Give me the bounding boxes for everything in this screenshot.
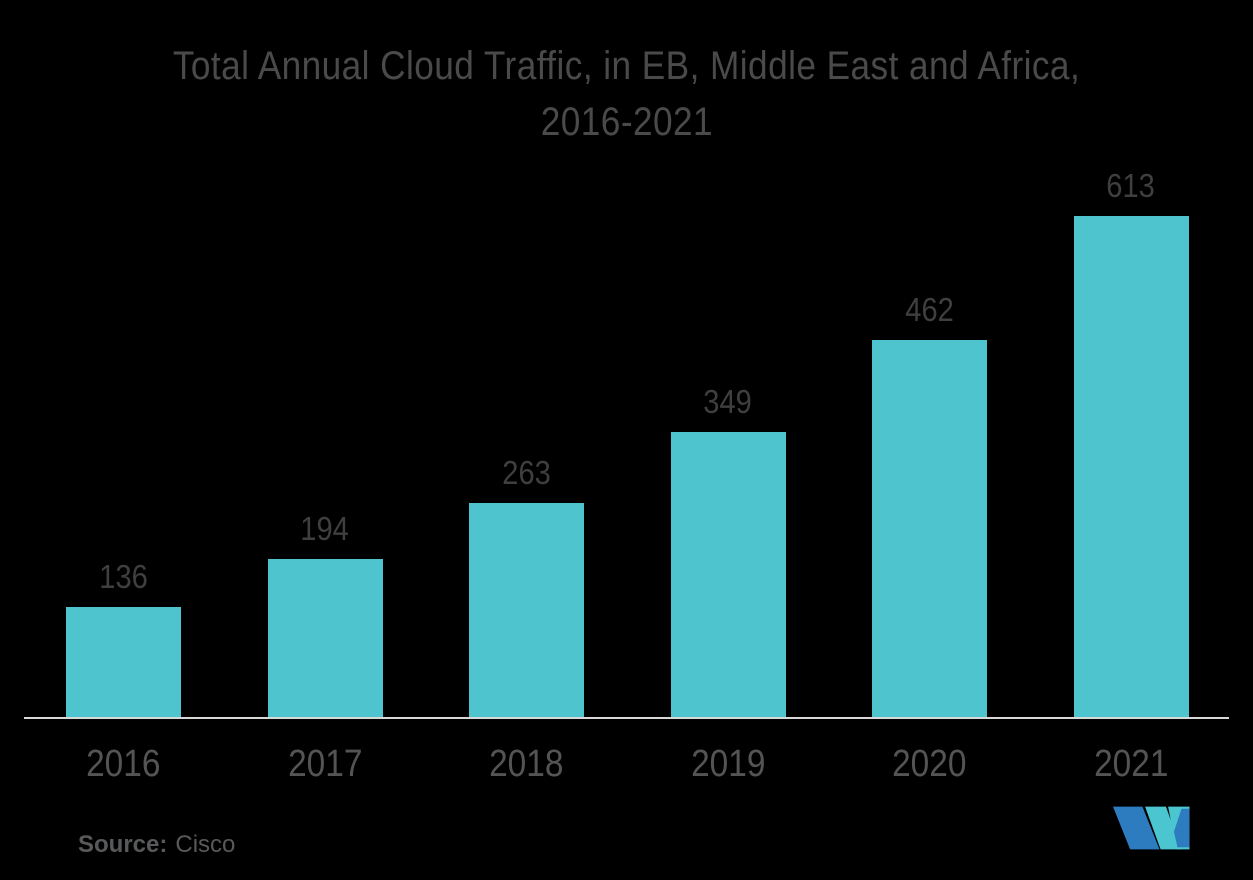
- bar-value-label-2017: 194: [300, 510, 350, 547]
- logo-m-middle-stroke: [1145, 806, 1182, 850]
- logo-m-left-stroke: [1113, 806, 1160, 850]
- x-axis-label-2018: 2018: [489, 743, 564, 785]
- logo-i-blue-face: [1173, 808, 1190, 848]
- chart-title-line-2: 2016-2021: [540, 100, 713, 144]
- bar-column-2021: 613: [1073, 167, 1189, 718]
- bar-column-2019: 349: [670, 383, 786, 718]
- chart-title: Total Annual Cloud Traffic, in EB, Middl…: [0, 38, 1253, 150]
- bar-2019: [670, 432, 786, 718]
- x-axis-label-2021: 2021: [1093, 743, 1169, 785]
- bar-value-label-2021: 613: [1106, 167, 1156, 204]
- bar-value-label-2018: 263: [502, 454, 551, 491]
- source-label: Source:: [78, 831, 168, 858]
- mordor-intelligence-logo: [1113, 806, 1190, 850]
- bar-2016: [66, 607, 181, 718]
- x-axis-line: [24, 717, 1229, 719]
- bar-value-label-2016: 136: [99, 558, 148, 595]
- x-axis-label-2019: 2019: [690, 743, 766, 785]
- bar-column-2016: 136: [66, 559, 181, 718]
- x-axis-label-2017: 2017: [287, 743, 363, 785]
- plot-area: 136 194 263 349 462 613: [66, 167, 1189, 718]
- bar-column-2017: 194: [267, 510, 383, 718]
- source-value: Cisco: [175, 831, 236, 858]
- bar-2017: [267, 559, 383, 718]
- bar-2018: [469, 503, 584, 718]
- x-axis-labels: 2016 2017 2018 2019 2020 2021: [0, 740, 1253, 790]
- bar-value-label-2019: 349: [703, 383, 753, 420]
- x-axis-label-2020: 2020: [892, 743, 967, 785]
- x-axis-label-2016: 2016: [86, 743, 161, 785]
- bar-column-2020: 462: [872, 292, 987, 718]
- bar-2020: [872, 340, 987, 718]
- source-note: Source: Cisco: [78, 830, 235, 860]
- chart-title-line-1: Total Annual Cloud Traffic, in EB, Middl…: [172, 44, 1081, 88]
- bar-column-2018: 263: [469, 455, 584, 718]
- bar-2021: [1073, 216, 1189, 718]
- bar-value-label-2020: 462: [905, 291, 954, 328]
